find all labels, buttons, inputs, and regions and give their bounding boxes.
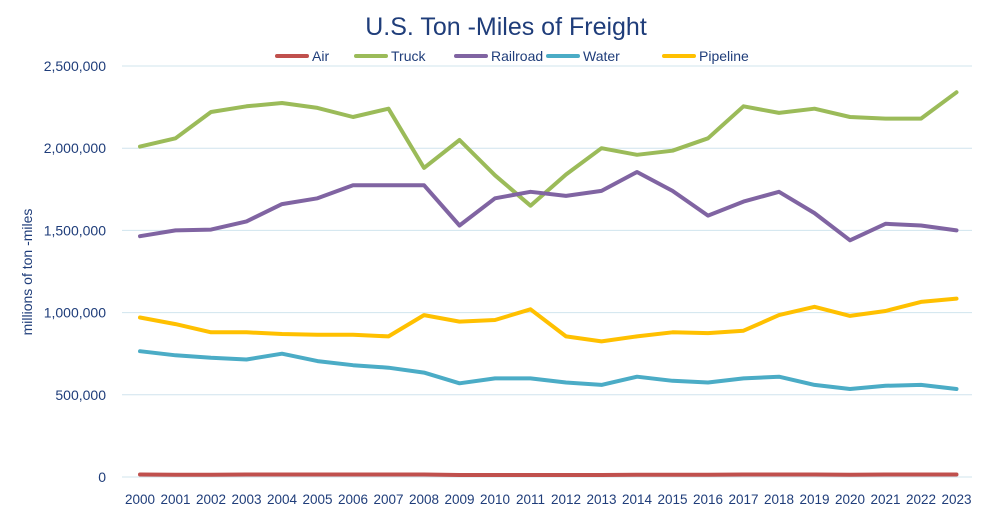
y-tick-label: 0 [98, 469, 106, 485]
x-tick-label: 2010 [480, 492, 510, 507]
y-tick-label: 500,000 [55, 387, 106, 403]
y-tick-label: 2,500,000 [44, 58, 106, 74]
chart-title: U.S. Ton -Miles of Freight [365, 13, 647, 41]
y-axis-label: millions of ton -miles [19, 209, 35, 336]
x-tick-label: 2005 [302, 492, 332, 507]
x-tick-label: 2006 [338, 492, 368, 507]
x-tick-label: 2008 [409, 492, 439, 507]
series-line-water [138, 349, 959, 391]
x-tick-label: 2023 [941, 492, 971, 507]
legend-label-truck: Truck [391, 48, 426, 64]
x-tick-label: 2017 [728, 492, 758, 507]
x-tick-label: 2018 [764, 492, 794, 507]
x-tick-label: 2013 [586, 492, 616, 507]
x-tick-label: 2001 [160, 492, 190, 507]
y-tick-label: 1,500,000 [44, 222, 106, 238]
series-line-air [138, 472, 959, 477]
x-tick-label: 2002 [196, 492, 226, 507]
x-tick-label: 2009 [444, 492, 474, 507]
x-tick-label: 2003 [231, 492, 261, 507]
y-tick-label: 2,000,000 [44, 140, 106, 156]
legend-label-pipeline: Pipeline [699, 48, 749, 64]
x-tick-label: 2020 [835, 492, 865, 507]
x-tick-label: 2016 [693, 492, 723, 507]
x-tick-label: 2012 [551, 492, 581, 507]
y-axis: 0 500,000 1,000,000 1,500,000 2,000,000 2,500… [44, 58, 107, 485]
series-line-pipeline [138, 296, 959, 344]
series-lines [138, 90, 959, 477]
series-line-truck [138, 90, 959, 208]
x-axis: 2000 2001 2002 2003 2004 2005 2006 2007 2008 2009… [125, 492, 972, 507]
chart-legend: Air Truck Railroad Water Pipeline [275, 48, 749, 64]
x-tick-label: 2007 [373, 492, 403, 507]
legend-label-water: Water [583, 48, 620, 64]
x-tick-label: 2022 [906, 492, 936, 507]
x-tick-label: 2004 [267, 492, 298, 507]
x-tick-label: 2015 [657, 492, 687, 507]
legend-label-air: Air [312, 48, 329, 64]
gridlines [122, 65, 972, 478]
x-tick-label: 2014 [622, 492, 653, 507]
series-line-railroad [138, 170, 959, 243]
x-tick-label: 2021 [870, 492, 900, 507]
x-tick-label: 2019 [799, 492, 829, 507]
y-tick-label: 1,000,000 [44, 305, 106, 321]
legend-label-railroad: Railroad [491, 48, 543, 64]
x-tick-label: 2000 [125, 492, 155, 507]
x-tick-label: 2011 [516, 492, 545, 507]
